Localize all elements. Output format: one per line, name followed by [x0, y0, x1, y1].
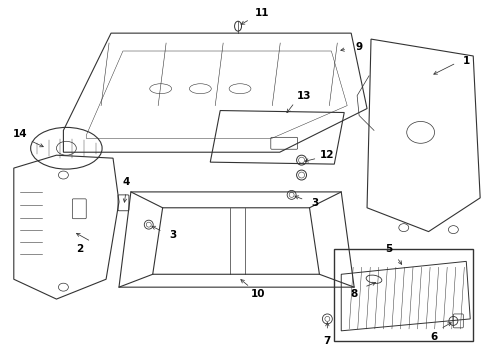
Text: 5: 5 [385, 244, 392, 255]
Text: 6: 6 [429, 332, 436, 342]
Text: 9: 9 [355, 42, 362, 52]
Text: 14: 14 [12, 129, 27, 139]
Text: 2: 2 [76, 244, 83, 255]
Text: 12: 12 [320, 150, 334, 160]
Text: 4: 4 [122, 177, 129, 187]
Text: 1: 1 [462, 56, 469, 66]
Text: 13: 13 [297, 91, 311, 101]
Text: 8: 8 [350, 289, 357, 299]
Text: 3: 3 [310, 198, 317, 208]
Text: 3: 3 [168, 230, 176, 239]
Text: 7: 7 [323, 336, 330, 346]
Text: 10: 10 [250, 289, 264, 299]
Text: 11: 11 [254, 8, 268, 18]
